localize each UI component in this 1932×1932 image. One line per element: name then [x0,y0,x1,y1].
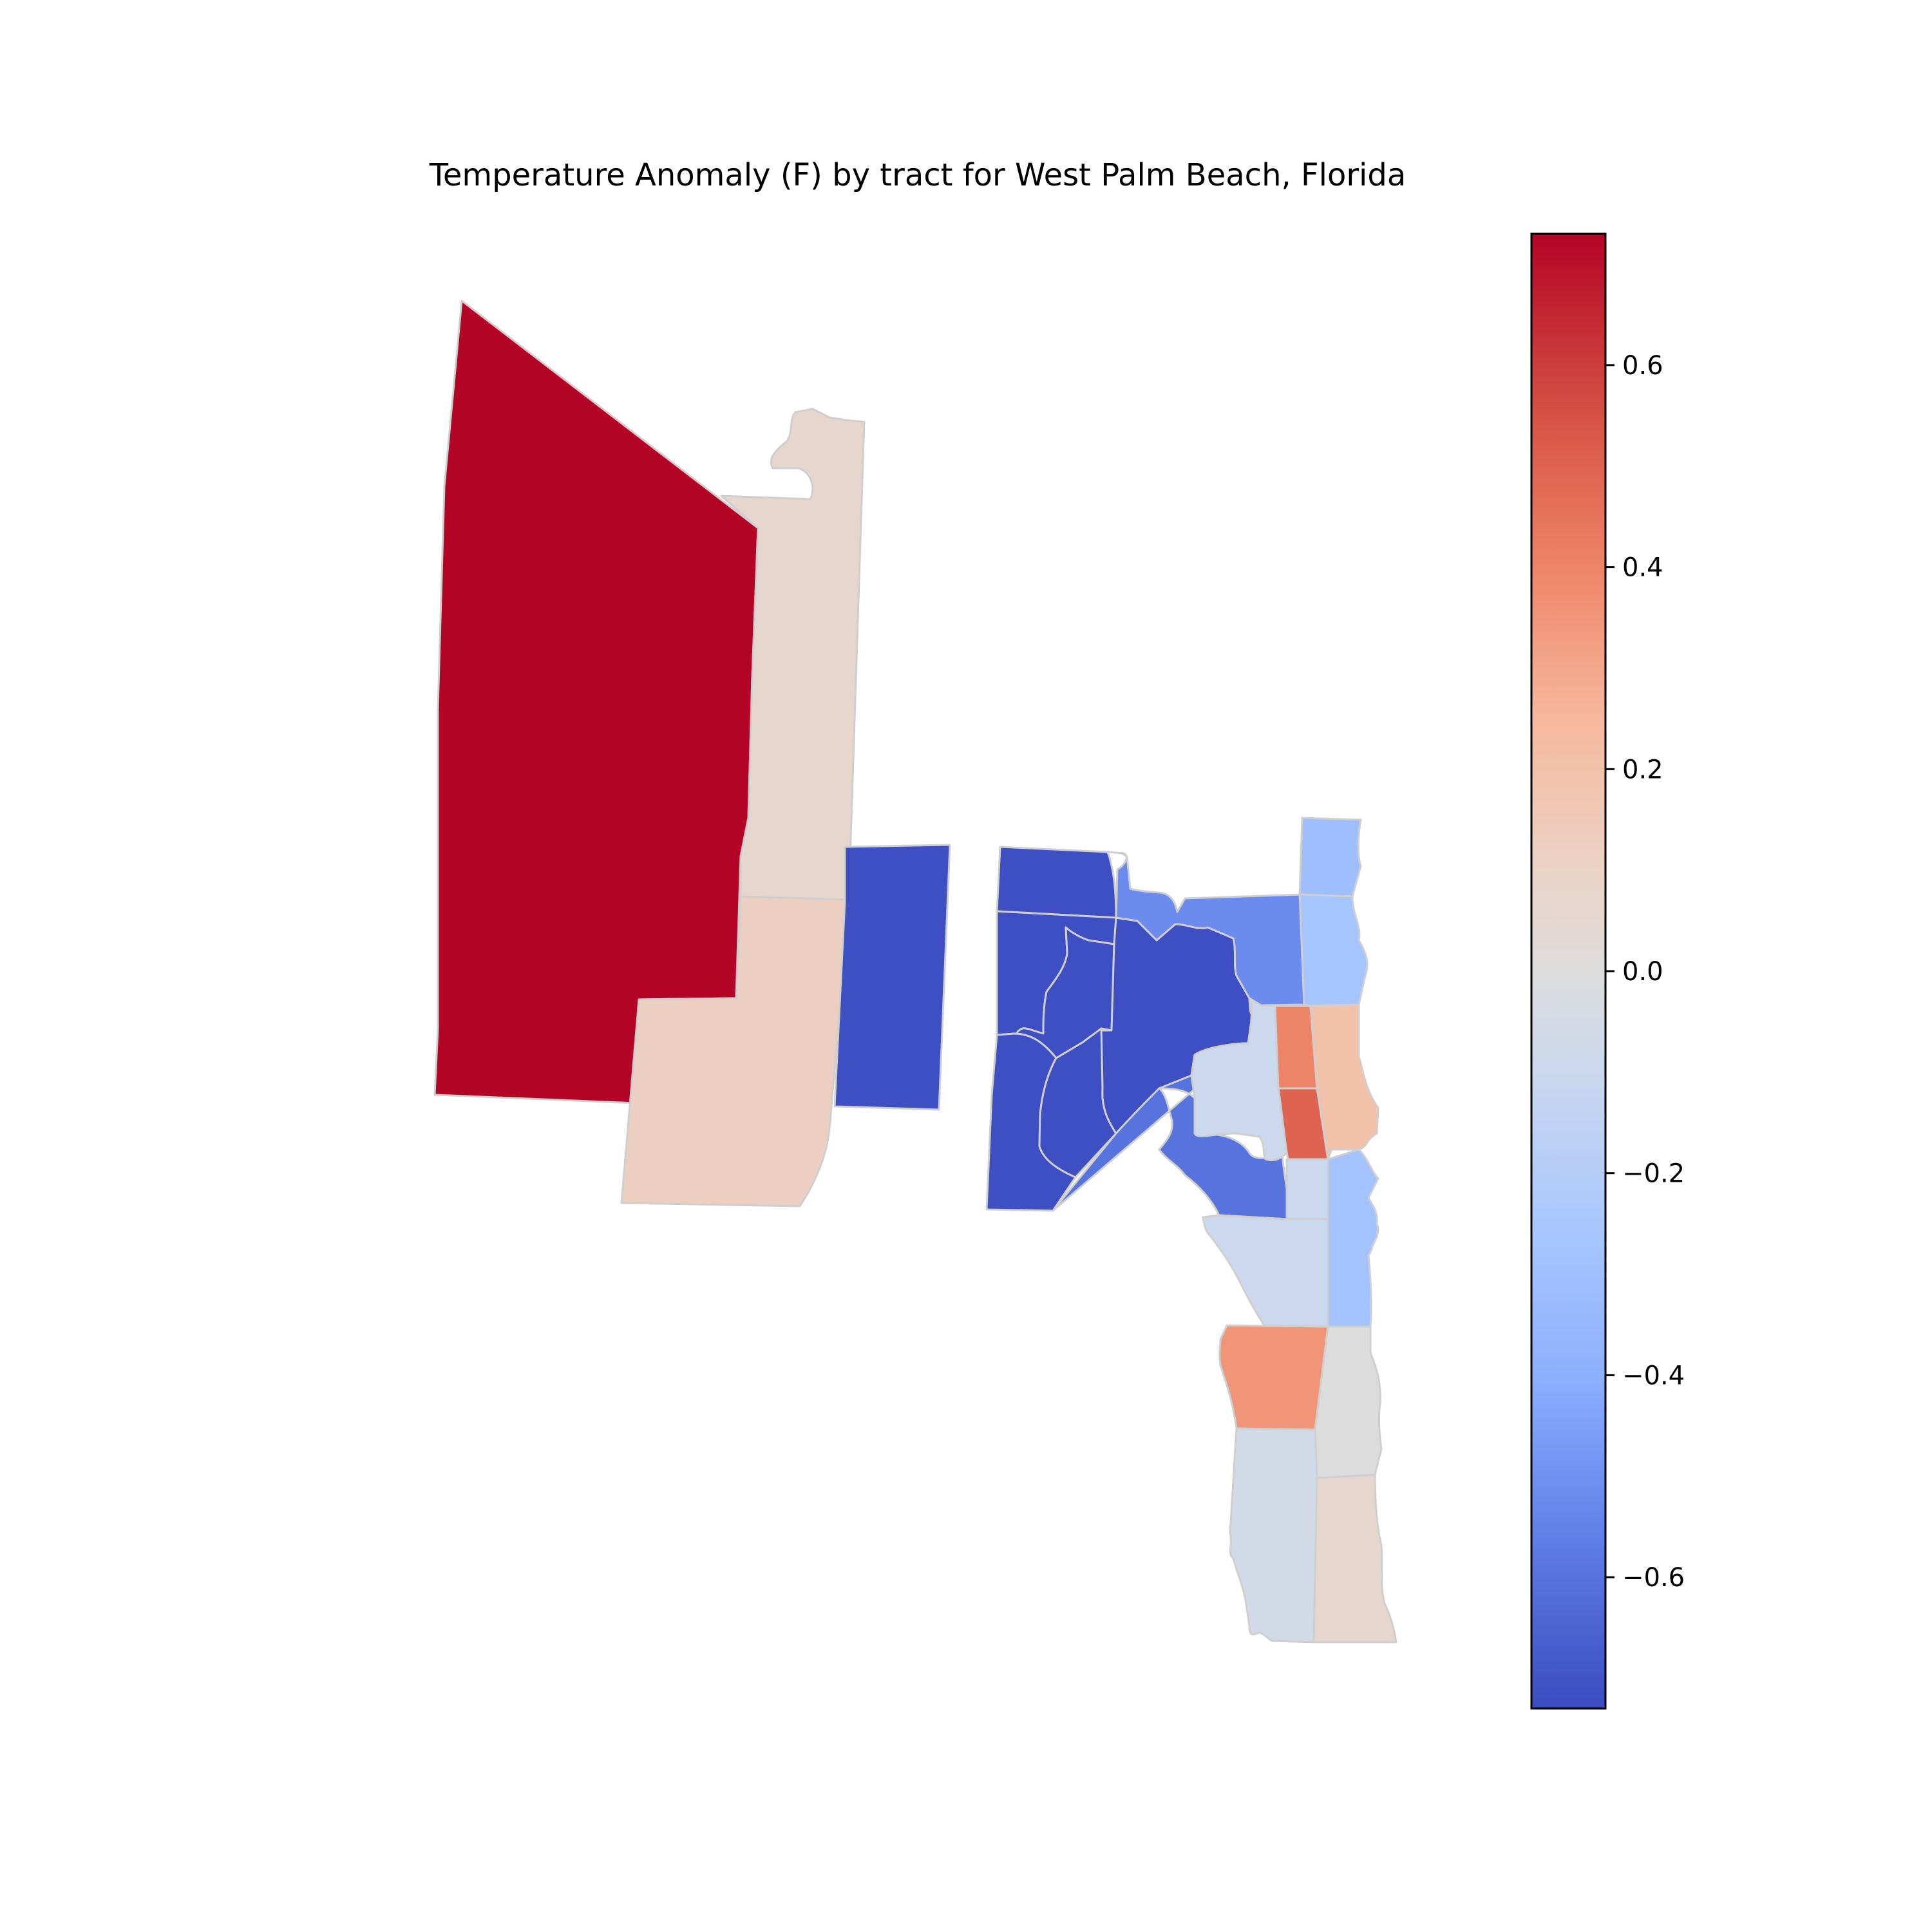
tract-east-sw [1038,1027,1117,1179]
tract-south-se [1312,1473,1397,1643]
map-title: Temperature Anomaly (F) by tract for Wes… [429,157,1406,193]
tract-south-gray-east [1314,1325,1383,1479]
tract-south-orange [1218,1324,1329,1431]
tract-ne-2 [1298,893,1368,1007]
colorbar-tick-label: 0.4 [1622,553,1663,583]
tract-west-large [433,299,759,1104]
tract-east-nw [996,846,1117,919]
tract-west-strip-north [720,408,866,901]
colorbar-gradient [1530,232,1607,1710]
tract-ne-top [1298,817,1362,898]
colorbar-ticks: 0.6 0.4 0.2 0.0 −0.2 −0.4 −0.6 [1605,351,1685,1593]
tract-west-south [620,895,850,1208]
colorbar-tick-label: −0.2 [1622,1159,1685,1189]
tracts-layer [433,299,1397,1643]
tract-coast-blue [1327,1148,1379,1328]
colorbar-tick-label: 0.0 [1622,957,1663,987]
colorbar-tick-label: −0.4 [1622,1361,1685,1390]
colorbar-tick-label: 0.2 [1622,755,1663,784]
tract-central-block [833,844,951,1111]
colorbar-tick-label: 0.6 [1622,351,1663,381]
colorbar-tick-label: −0.6 [1622,1563,1685,1593]
tract-south-sw [1229,1427,1318,1643]
colorbar: 0.6 0.4 0.2 0.0 −0.2 −0.4 −0.6 [1530,232,1685,1710]
tract-south-big-gray [1202,1214,1329,1328]
tract-mid-gray [1285,1158,1329,1220]
